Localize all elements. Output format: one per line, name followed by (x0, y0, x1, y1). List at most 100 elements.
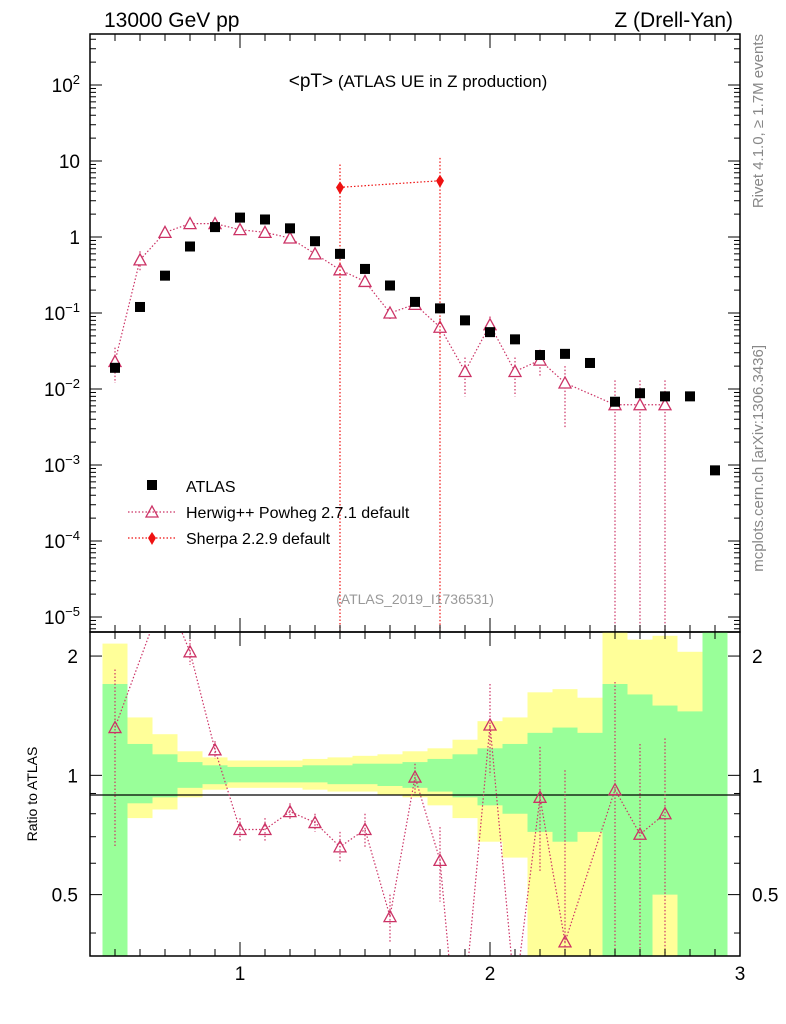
sherpa-line (339, 180, 441, 188)
ratio-band-inner (502, 743, 528, 814)
ratio-band-inner (652, 705, 678, 895)
sherpa-point (436, 174, 444, 188)
ratio-panel: 0.5 0.5 1 1 2 2 (52, 631, 778, 957)
ratio-herwig-point (407, 769, 423, 783)
ratio-band-inner (427, 758, 453, 792)
ratio-herwig-point (382, 909, 398, 923)
ratio-band-inner (227, 766, 253, 783)
herwig-point (332, 262, 348, 276)
herwig-point (557, 375, 573, 389)
sherpa-point (336, 181, 344, 195)
legend-atlas-marker (147, 480, 157, 490)
atlas-data-point (635, 388, 645, 399)
ratio-herwig-point (532, 789, 548, 803)
atlas-data-point (210, 222, 220, 233)
side-rivet: Rivet 4.1.0, ≥ 1.7M events (750, 34, 767, 208)
atlas-data-point (360, 263, 370, 274)
herwig-point (232, 222, 248, 236)
main-panel: 102 10 1 10−1 10−2 10−3 10−4 10−5 (44, 33, 741, 633)
x-tick-label: 1 (235, 964, 246, 985)
ratio-band-inner (277, 766, 303, 783)
atlas-data-point (385, 280, 395, 291)
ratio-tick-label-right: 2 (752, 647, 763, 668)
ratio-band-inner (702, 632, 728, 956)
atlas-data-point (460, 315, 470, 326)
herwig-point (357, 274, 373, 288)
atlas-data-point (485, 327, 495, 338)
herwig-point (457, 364, 473, 378)
ratio-band-inner (177, 762, 203, 788)
ratio-band-inner (252, 766, 278, 783)
ratio-herwig-point (107, 720, 123, 734)
atlas-data-point (560, 348, 570, 359)
ratio-herwig-point (357, 822, 373, 836)
atlas-data-point (110, 362, 120, 373)
herwig-point (657, 397, 673, 411)
herwig-point (307, 246, 323, 260)
header-left: 13000 GeV pp (104, 9, 239, 32)
y-tick-label: 10−3 (44, 452, 80, 477)
herwig-point (257, 225, 273, 239)
ratio-band-inner (327, 765, 353, 785)
legend-atlas-label: ATLAS (186, 479, 236, 496)
atlas-data-point (710, 465, 720, 476)
atlas-data-point (435, 303, 445, 314)
ratio-tick-label-left: 2 (67, 647, 78, 668)
atlas-data-point (610, 396, 620, 407)
ratio-herwig-point (257, 822, 273, 836)
ratio-band-inner (452, 754, 478, 798)
atlas-data-point (685, 391, 695, 402)
ratio-band-inner (377, 763, 403, 786)
ratio-herwig-point (432, 853, 448, 867)
ratio-tick-label-right: 0.5 (752, 886, 778, 907)
atlas-data-point (160, 270, 170, 281)
atlas-data-point (285, 223, 295, 234)
ratio-herwig-point (207, 742, 223, 756)
ratio-herwig-point (482, 717, 498, 731)
legend-herwig-label: Herwig++ Powheg 2.7.1 default (186, 505, 410, 522)
ratio-tick-label-right: 1 (752, 766, 763, 787)
legend: ATLAS Herwig++ Powheg 2.7.1 default Sher… (128, 479, 410, 548)
atlas-data-point (535, 350, 545, 361)
x-tick-label: 2 (485, 964, 496, 985)
atlas-data-point (310, 236, 320, 247)
legend-sherpa-label: Sherpa 2.2.9 default (186, 531, 331, 548)
ratio-herwig-point (557, 934, 573, 948)
atlas-data-point (335, 248, 345, 259)
ratio-band-inner (577, 732, 603, 832)
atlas-data-point (135, 301, 145, 312)
panel-title-main: <pT> (289, 71, 333, 92)
y-tick-label: 10−5 (44, 604, 80, 629)
ratio-herwig-point (182, 644, 198, 658)
ratio-herwig-point (607, 782, 623, 796)
side-mcplots: mcplots.cern.ch [arXiv:1306.3436] (750, 345, 767, 572)
ratio-herwig-point (657, 806, 673, 820)
legend-herwig-marker (144, 504, 160, 518)
y-tick-label: 10−2 (44, 376, 80, 401)
atlas-data-point (260, 214, 270, 225)
atlas-data-point (185, 241, 195, 252)
watermark: (ATLAS_2019_I1736531) (336, 591, 494, 607)
ratio-herwig-point (307, 815, 323, 829)
herwig-line (114, 223, 665, 406)
ratio-tick-label-left: 0.5 (52, 886, 78, 907)
ratio-herwig-point (632, 826, 648, 840)
y-tick-label: 102 (52, 72, 80, 97)
ratio-band-inner (152, 754, 178, 798)
atlas-data-point (660, 391, 670, 402)
ratio-herwig-point (232, 822, 248, 836)
ratio-band-inner (352, 763, 378, 785)
herwig-point (182, 216, 198, 230)
herwig-point (382, 305, 398, 319)
herwig-point (632, 397, 648, 411)
panel-title-sub: (ATLAS UE in Z production) (333, 72, 547, 91)
legend-sherpa-marker (148, 532, 156, 545)
atlas-data-point (585, 357, 595, 368)
ratio-ylabel: Ratio to ATLAS (24, 747, 40, 842)
y-tick-label: 1 (69, 228, 80, 249)
atlas-data-point (410, 296, 420, 307)
ratio-herwig-point (332, 839, 348, 853)
panel-title: <pT> (ATLAS UE in Z production) (289, 71, 548, 92)
atlas-data-point (235, 212, 245, 223)
